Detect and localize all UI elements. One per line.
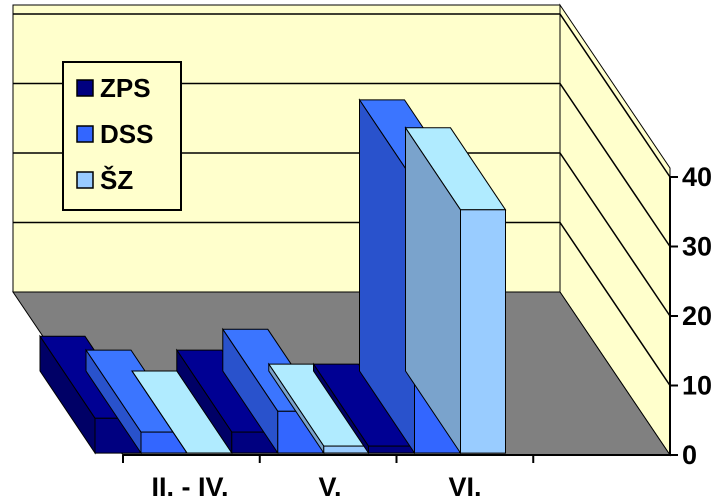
- bar-ŠZ-2: [404, 126, 507, 455]
- bar-ŠZ-1: [267, 362, 370, 455]
- legend-label: ZPS: [100, 73, 151, 103]
- legend-label: DSS: [100, 119, 153, 149]
- legend-swatch-DSS: [76, 125, 94, 143]
- axes: 0 10 20 30 40 II. - IV. V. VI.: [122, 162, 712, 499]
- gridlines: [13, 13, 671, 386]
- gridline-10: [13, 221, 671, 386]
- y-tick-label: 40: [682, 162, 712, 192]
- bar-side-face: [131, 370, 188, 454]
- x-category-label: VI.: [448, 472, 481, 499]
- bar-front-face: [368, 445, 414, 454]
- legend-swatch-ŠZ: [76, 171, 94, 189]
- legend: ZPS DSS ŠZ: [62, 61, 182, 211]
- y-tick-label: 20: [682, 301, 712, 331]
- y-tick-label: 10: [682, 371, 712, 401]
- legend-label: ŠZ: [100, 165, 133, 195]
- y-tick-label: 30: [682, 232, 712, 262]
- bars: [39, 98, 507, 455]
- bar-front-face: [460, 209, 506, 454]
- x-category-label: V.: [318, 472, 341, 499]
- bar-ZPS-2: [312, 362, 415, 455]
- gridline-30: [13, 82, 671, 247]
- bar-front-face: [323, 445, 370, 454]
- y-tick-label: 0: [682, 440, 697, 470]
- legend-swatch-ZPS: [76, 79, 94, 97]
- gridline-40: [13, 13, 671, 178]
- gridline-20: [13, 152, 671, 317]
- x-category-label: II. - IV.: [151, 472, 228, 499]
